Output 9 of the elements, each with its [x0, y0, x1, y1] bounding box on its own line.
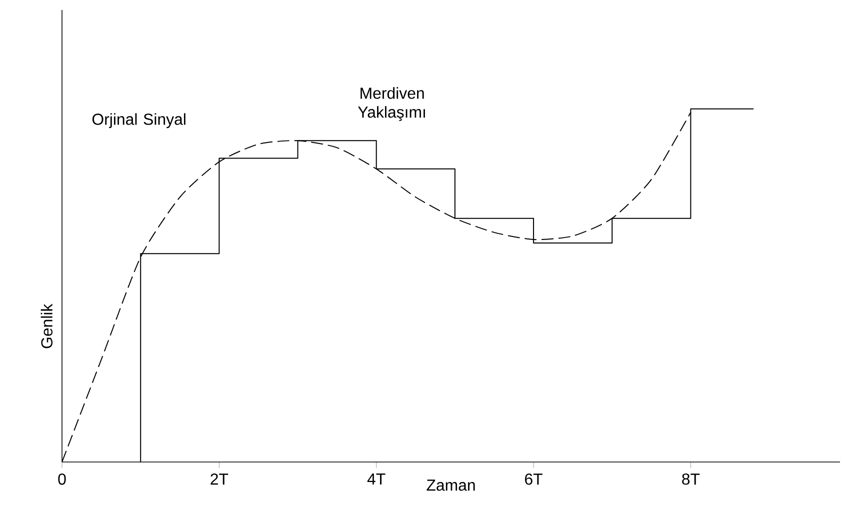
series-label: Merdiven Yaklaşımı	[358, 87, 425, 121]
x-tick-label: 2T	[210, 473, 228, 485]
x-axis-title: Zaman	[426, 480, 475, 491]
x-tick-label: 4T	[367, 473, 386, 484]
x-tick-label: 6T	[525, 473, 542, 485]
x-tick-label: 0	[58, 473, 66, 485]
y-axis-title: Genlik	[40, 304, 53, 348]
text: Orjinal Sinyal	[92, 113, 186, 128]
x-tick-label: 8T	[682, 473, 700, 485]
